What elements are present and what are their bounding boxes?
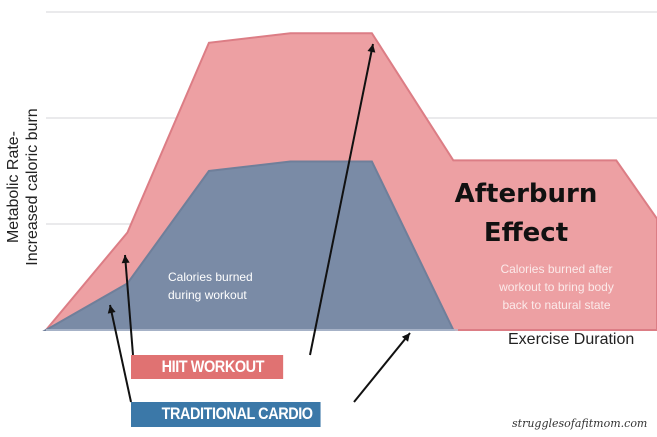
note-line: workout to bring body bbox=[499, 280, 614, 294]
afterburn-title: Afterburn Effect bbox=[436, 175, 616, 253]
title-line-1: Afterburn bbox=[454, 179, 598, 209]
note-line: Calories burned after bbox=[500, 262, 613, 276]
y-axis-label-line-1: Metabolic Rate- bbox=[5, 130, 22, 244]
note-line: back to natural state bbox=[502, 298, 611, 312]
legend-label: HIIT WORKOUT bbox=[161, 357, 265, 376]
y-axis-label-line-2: Increased caloric burn bbox=[24, 108, 41, 266]
watermark: strugglesofafitmom.com bbox=[512, 417, 648, 430]
during-workout-note: Calories burned during workout bbox=[168, 268, 253, 304]
y-axis-label: Metabolic Rate- Increased caloric burn bbox=[4, 52, 42, 322]
x-axis-label: Exercise Duration bbox=[508, 331, 635, 348]
cardio-arrow-rise bbox=[107, 304, 132, 403]
legend-hiit-workout: HIIT WORKOUT bbox=[131, 355, 284, 379]
cardio-arrow-end bbox=[353, 332, 411, 403]
hiit-arrow-peak bbox=[309, 43, 376, 356]
after-workout-note: Calories burned after workout to bring b… bbox=[484, 260, 629, 314]
hiit-arrow-rise bbox=[121, 254, 134, 356]
title-line-2: Effect bbox=[483, 218, 569, 248]
note-line: during workout bbox=[168, 288, 247, 302]
note-line: Calories burned bbox=[168, 270, 253, 284]
legend-traditional-cardio: TRADITIONAL CARDIO bbox=[131, 402, 321, 427]
legend-label: TRADITIONAL CARDIO bbox=[161, 404, 313, 423]
